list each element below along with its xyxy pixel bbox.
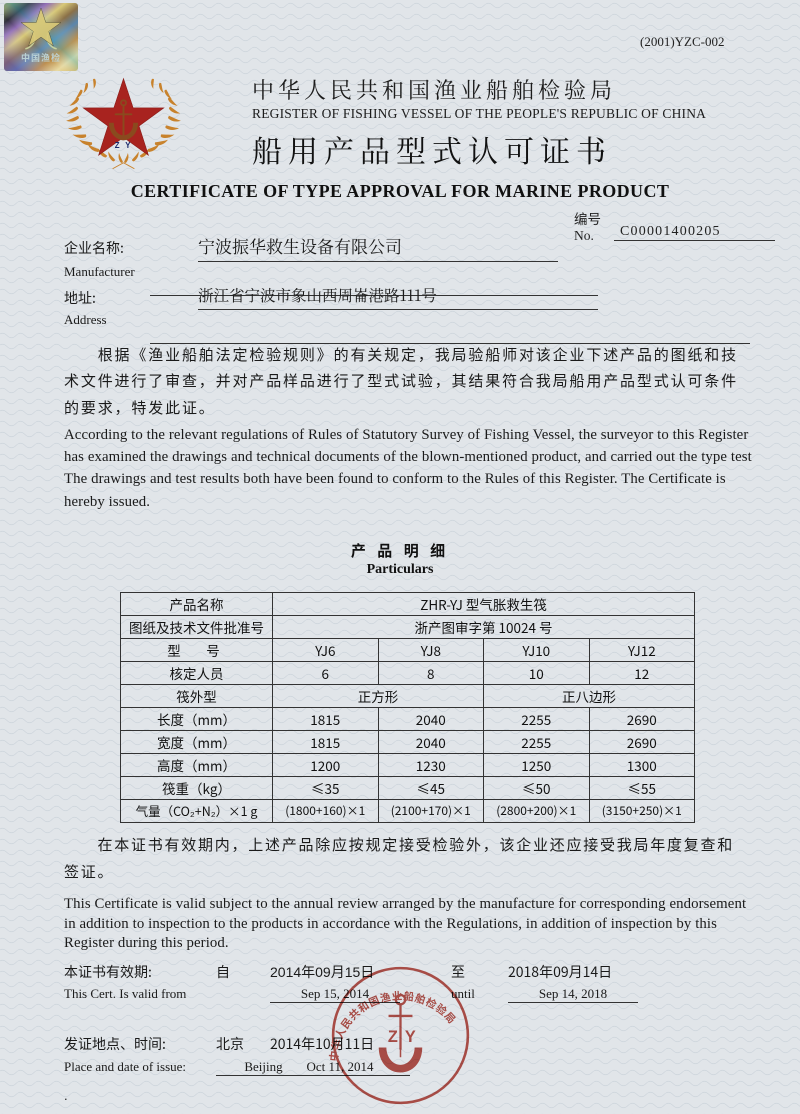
svg-text:Z Y: Z Y (115, 141, 133, 150)
svg-text:Y: Y (405, 1028, 416, 1046)
svg-text:中华人民共和国渔业船舶检验局: 中华人民共和国渔业船舶检验局 (326, 988, 459, 1062)
svg-text:中国渔检: 中国渔检 (21, 51, 61, 64)
svg-text:Z: Z (388, 1028, 398, 1046)
